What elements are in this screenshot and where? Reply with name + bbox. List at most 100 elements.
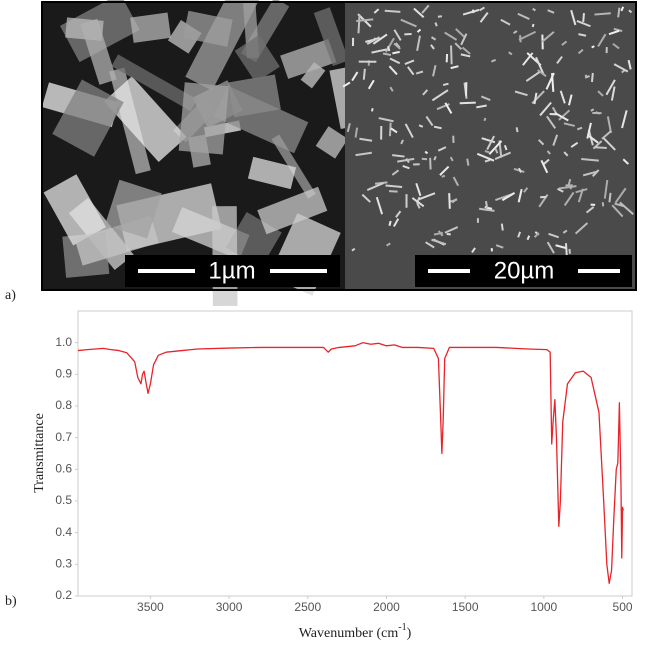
sem-image-right — [345, 2, 636, 290]
crystal — [359, 137, 373, 142]
crystal — [517, 231, 522, 238]
crystal — [614, 187, 627, 204]
y-axis-label: Transmittance — [32, 413, 47, 493]
y-tick-label: 0.9 — [55, 367, 72, 381]
crystal — [588, 135, 599, 144]
crystal — [627, 59, 632, 70]
crystal — [558, 109, 571, 121]
crystal — [483, 117, 487, 122]
crystal — [613, 27, 623, 33]
crystal — [382, 52, 392, 57]
crystal — [366, 36, 381, 45]
crystal — [548, 232, 560, 239]
crystal — [351, 37, 355, 47]
crystal — [389, 86, 394, 92]
crystal — [559, 90, 566, 104]
crystal — [413, 163, 420, 166]
crystal — [518, 30, 537, 41]
crystal — [532, 7, 537, 12]
crystal — [476, 152, 495, 162]
crystal — [484, 159, 491, 163]
scale-label: 20µm — [494, 257, 555, 284]
crystal — [561, 40, 568, 46]
crystal — [433, 125, 442, 130]
crystal — [425, 115, 434, 127]
y-tick-label: 0.8 — [55, 398, 72, 412]
y-tick-label: 0.4 — [55, 525, 72, 539]
crystal — [605, 47, 608, 54]
crystal — [439, 165, 450, 176]
x-tick-label: 1000 — [531, 600, 558, 614]
crystal — [508, 51, 513, 56]
crystal — [611, 204, 624, 218]
crystal — [466, 158, 470, 166]
crystal — [597, 33, 607, 48]
crystal — [315, 126, 348, 159]
crystal — [391, 169, 400, 176]
y-tick-label: 0.5 — [55, 493, 72, 507]
crystal — [576, 20, 591, 28]
x-tick-label: 2500 — [294, 600, 321, 614]
crystal — [568, 248, 571, 254]
crystal — [446, 233, 451, 236]
crystal — [452, 135, 455, 144]
crystal — [557, 187, 564, 193]
crystal — [454, 42, 463, 51]
crystal — [546, 150, 551, 155]
crystal — [405, 194, 408, 208]
crystal — [490, 248, 494, 252]
plot-frame — [77, 310, 633, 597]
crystal — [592, 111, 602, 115]
crystal — [393, 218, 400, 228]
crystal — [570, 9, 577, 26]
crystal — [546, 115, 557, 129]
crystal — [450, 45, 453, 65]
crystal — [526, 235, 531, 241]
crystal — [389, 57, 401, 65]
crystal — [393, 29, 402, 41]
crystal — [577, 188, 584, 203]
y-tick-label: 0.3 — [55, 557, 72, 571]
crystal — [384, 9, 401, 13]
crystal — [386, 242, 391, 247]
crystal — [582, 170, 598, 177]
crystal — [578, 33, 587, 37]
crystals-left — [41, 0, 369, 307]
crystal — [537, 139, 545, 146]
crystal — [462, 8, 480, 16]
crystal — [422, 89, 429, 96]
crystal — [413, 7, 425, 19]
crystal — [429, 157, 432, 170]
crystal — [486, 135, 495, 150]
crystal — [448, 193, 451, 209]
crystal — [605, 79, 616, 96]
crystal — [500, 223, 504, 231]
crystal — [395, 210, 402, 218]
crystal — [612, 42, 620, 50]
crystal — [418, 124, 424, 128]
crystal — [591, 169, 600, 177]
crystal — [397, 157, 415, 163]
crystal — [437, 15, 443, 18]
crystal — [594, 12, 611, 16]
crystal — [523, 187, 529, 193]
crystal — [590, 108, 595, 112]
crystal — [442, 82, 449, 87]
crystal — [361, 193, 371, 203]
x-tick-label: 1500 — [452, 600, 479, 614]
crystal — [569, 185, 573, 190]
crystal — [43, 174, 106, 246]
crystal — [563, 191, 575, 206]
scale-label: 1µm — [208, 257, 255, 284]
crystal — [619, 201, 634, 215]
crystal — [546, 241, 555, 254]
crystals-right — [342, 4, 634, 257]
crystal — [257, 186, 328, 235]
crystal — [421, 157, 428, 161]
crystal — [415, 70, 424, 75]
crystal — [52, 79, 124, 157]
crystal — [501, 192, 516, 202]
crystal — [543, 158, 550, 165]
crystal — [371, 48, 387, 54]
crystal — [608, 29, 620, 36]
